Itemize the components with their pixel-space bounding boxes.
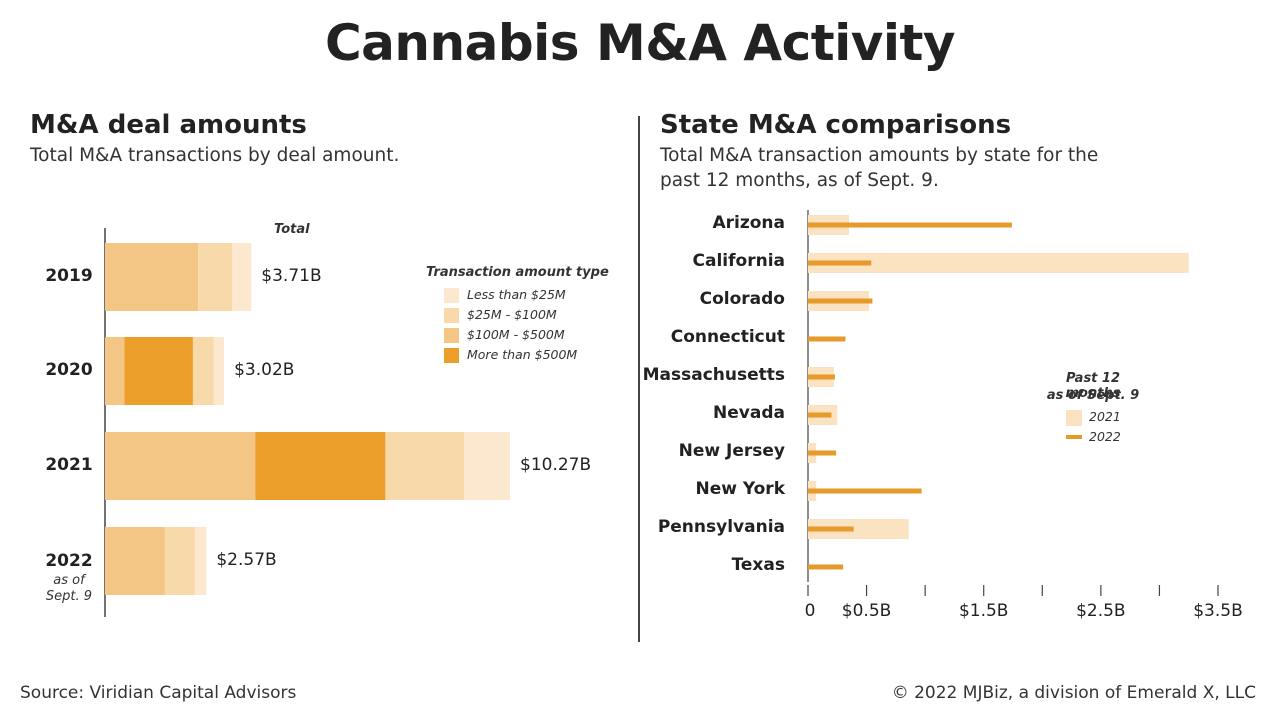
state-label: Texas (731, 555, 785, 575)
state-bar-2022 (808, 412, 832, 418)
deal-bar-segment (255, 432, 386, 500)
tick-label: $0.5B (841, 601, 892, 621)
deal-bar-segment (105, 527, 165, 595)
legend-item-label: $100M - $500M (467, 327, 565, 342)
legend-swatch-2022 (1066, 435, 1082, 439)
deal-bar-segment (232, 243, 252, 311)
state-label: Nevada (713, 403, 785, 423)
legend-item-label: More than $500M (467, 347, 578, 362)
state-label: New Jersey (678, 441, 785, 461)
year-label: 2019 (45, 266, 93, 286)
total-column-header: Total (274, 222, 310, 237)
state-bar-2022 (808, 222, 1012, 228)
state-label: California (692, 251, 785, 271)
deal-bar-segment (385, 432, 465, 500)
total-label: $2.57B (216, 550, 277, 570)
source-note: Source: Viridian Capital Advisors (20, 683, 297, 703)
state-bar-2022 (808, 564, 844, 570)
state-label: New York (695, 479, 786, 499)
left-panel-subtitle: Total M&A transactions by deal amount. (30, 145, 400, 166)
total-label: $3.02B (234, 360, 295, 380)
state-legend-title-line1: Past 12 months (1065, 371, 1121, 401)
state-bar-2022 (808, 488, 922, 494)
legend-item-label: Less than $25M (467, 287, 566, 302)
deal-bar-segment (192, 337, 214, 405)
legend-item-label: 2021 (1089, 409, 1121, 424)
deal-bar-segment (164, 527, 195, 595)
tick-label: $2.5B (1076, 601, 1126, 621)
state-comparison-chart (807, 210, 1219, 596)
tick-label: $1.5B (958, 601, 1009, 621)
state-label: Pennsylvania (657, 517, 785, 537)
state-label: Arizona (712, 213, 785, 233)
page-title: Cannabis M&A Activity (324, 14, 956, 72)
copyright-note: © 2022 MJBiz, a division of Emerald X, L… (891, 683, 1256, 703)
state-bar-2022 (808, 260, 872, 266)
panel-divider (638, 116, 640, 642)
year-label: 2022 (45, 551, 93, 571)
deal-bar-segment (105, 243, 199, 311)
total-label: $10.27B (520, 455, 592, 475)
tick-label: 0 (804, 601, 816, 621)
state-bar-2022 (808, 450, 837, 456)
deal-bar-segment (464, 432, 510, 500)
state-bar-2021 (808, 253, 1189, 273)
left-panel-title: M&A deal amounts (30, 110, 307, 140)
right-panel-title: State M&A comparisons (660, 110, 1012, 140)
right-panel-subtitle-line1: Total M&A transaction amounts by state f… (660, 145, 1099, 166)
deal-bar-segment (124, 337, 193, 405)
state-bar-2021 (808, 519, 909, 539)
right-panel-subtitle-line2: past 12 months, as of Sept. 9. (660, 170, 939, 191)
state-bar-2022 (808, 374, 835, 380)
deal-legend-title: Transaction amount type (426, 265, 609, 280)
legend-swatch (444, 308, 459, 323)
deal-bar-segment (213, 337, 225, 405)
state-bar-2022 (808, 298, 873, 304)
year-label: 2020 (45, 360, 93, 380)
state-label: Connecticut (670, 327, 785, 347)
state-label: Colorado (699, 289, 785, 309)
state-bar-2022 (808, 526, 854, 532)
year-note: Sept. 9 (45, 589, 93, 604)
legend-swatch (444, 348, 459, 363)
legend-swatch (444, 288, 459, 303)
deal-bar-segment (198, 243, 233, 311)
legend-swatch-2021 (1066, 410, 1082, 426)
deal-bar-segment (105, 337, 125, 405)
legend-item-label: 2022 (1089, 429, 1121, 444)
total-label: $3.71B (261, 266, 322, 286)
tick-label: $3.5B (1193, 601, 1243, 621)
deal-bar-segment (105, 432, 256, 500)
legend-item-label: $25M - $100M (467, 307, 557, 322)
state-legend-title-line2: as of Sept. 9 (1046, 388, 1140, 403)
deal-amounts-chart (104, 228, 510, 617)
year-label: 2021 (45, 455, 93, 475)
state-bar-2022 (808, 336, 846, 342)
state-label: Massachusetts (642, 365, 785, 385)
deal-bar-segment (194, 527, 207, 595)
year-note: as of (53, 573, 85, 588)
legend-swatch (444, 328, 459, 343)
